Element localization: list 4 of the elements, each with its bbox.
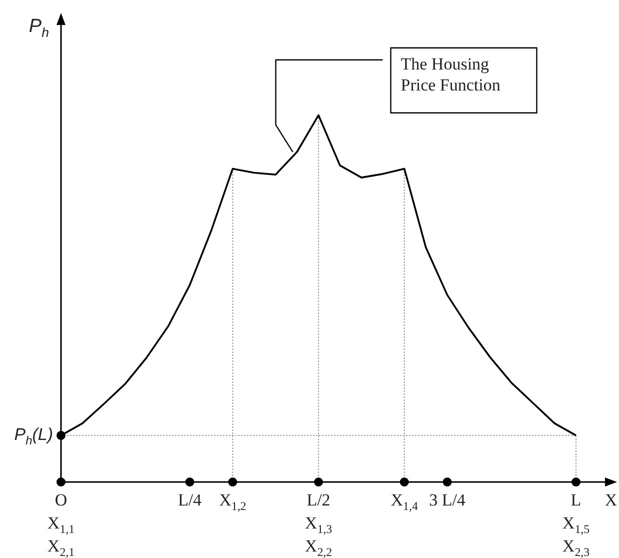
text: The Housing Price Function [400, 54, 501, 94]
x-axis-title: X [604, 490, 618, 510]
x-tick-label: 3 L/4 [429, 490, 466, 510]
x-tick-label: L/4 [178, 490, 202, 510]
